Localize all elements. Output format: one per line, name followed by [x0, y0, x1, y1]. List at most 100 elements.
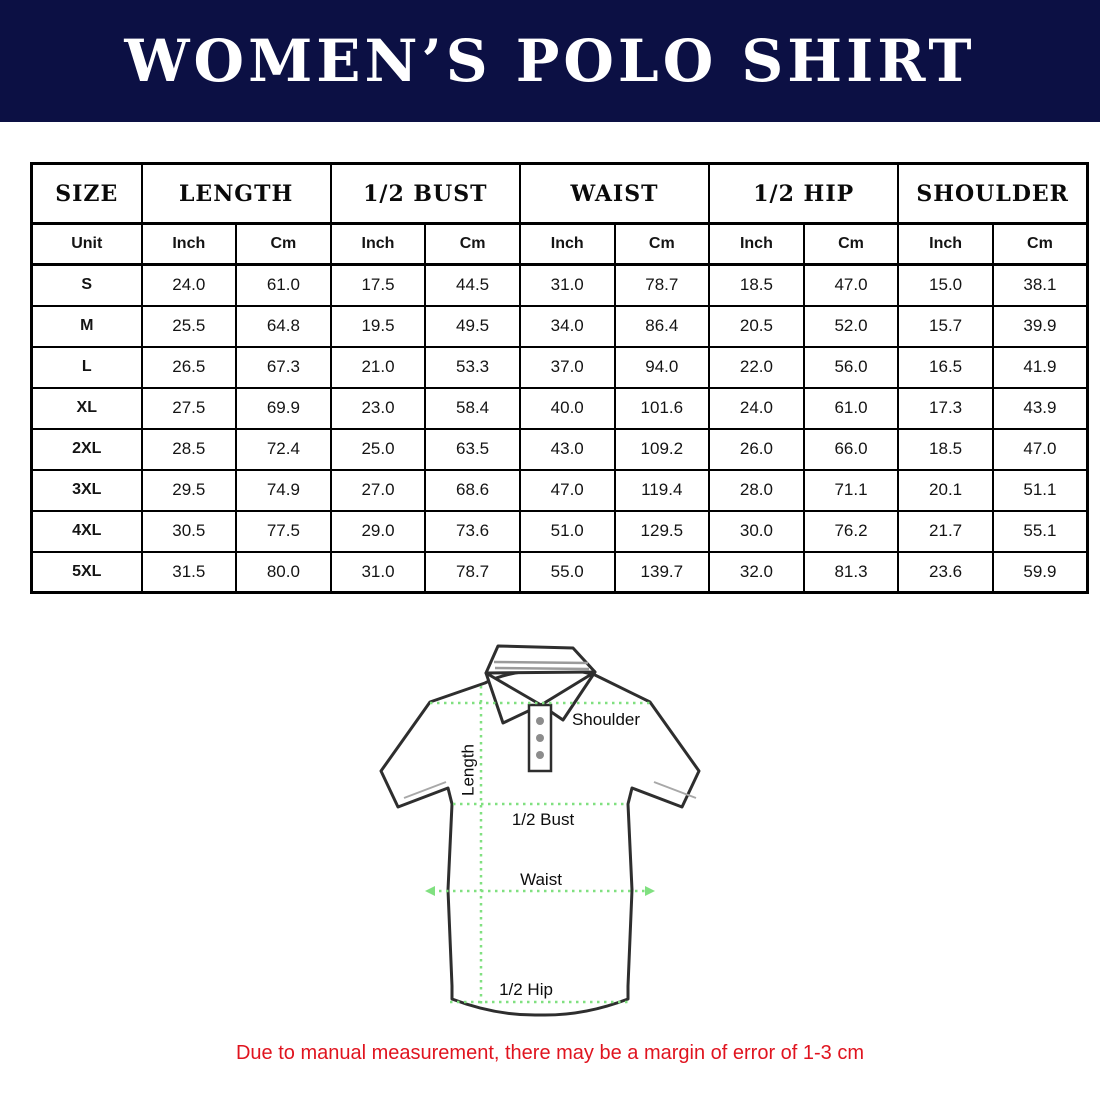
header-waist: WAIST: [518, 162, 711, 225]
header-half-hip: 1/2 HIP: [708, 162, 900, 225]
measurement-cell: 20.5: [708, 304, 805, 348]
measurement-cell: 49.5: [424, 304, 521, 348]
length-label: Length: [459, 744, 478, 796]
measurement-cell: 77.5: [235, 509, 332, 553]
table-row: XL 27.5 69.9 23.0 58.4 40.0 101.6 24.0 61.0 17.3 4…: [30, 386, 1089, 430]
half-hip-label: 1/2 Hip: [499, 980, 553, 999]
measurement-cell: 55.0: [518, 550, 616, 594]
measurement-cell: 17.3: [897, 386, 994, 430]
unit-label: Unit: [30, 222, 143, 266]
table-row: M 25.5 64.8 19.5 49.5 34.0 86.4 20.5 52.0 15.7 39.…: [30, 304, 1089, 348]
size-label: S: [30, 263, 143, 307]
header-length: LENGTH: [140, 162, 332, 225]
shoulder-label: Shoulder: [572, 710, 640, 729]
measurement-cell: 31.0: [329, 550, 427, 594]
measurement-cell: 23.0: [329, 386, 427, 430]
size-label: 4XL: [30, 509, 143, 553]
measurement-cell: 44.5: [424, 263, 521, 307]
measurement-cell: 58.4: [424, 386, 521, 430]
unit-inch: Inch: [708, 222, 805, 266]
measurement-cell: 86.4: [613, 304, 711, 348]
measurement-cell: 139.7: [613, 550, 711, 594]
measurement-cell: 19.5: [329, 304, 427, 348]
polo-shirt-diagram: Shoulder Length 1/2 Bust Waist 1/2 Hip: [379, 644, 701, 1017]
measurement-cell: 20.1: [897, 468, 994, 512]
measurement-cell: 76.2: [802, 509, 900, 553]
left-sleeve-stitch-line: [403, 781, 447, 799]
measurement-cell: 67.3: [235, 345, 332, 389]
collar-left-flap: [484, 671, 543, 725]
measurement-disclaimer: Due to manual measurement, there may be …: [235, 1042, 865, 1064]
waist-arrow-right: [645, 886, 655, 896]
measurement-cell: 25.0: [329, 427, 427, 471]
button-icon: [536, 734, 544, 742]
measurement-cell: 18.5: [708, 263, 805, 307]
table-row: L 26.5 67.3 21.0 53.3 37.0 94.0 22.0 56.0 16.5 41.…: [30, 345, 1089, 389]
unit-cm: Cm: [991, 222, 1089, 266]
measurement-cell: 51.0: [518, 509, 616, 553]
size-label: XL: [30, 386, 143, 430]
table-row: 5XL 31.5 80.0 31.0 78.7 55.0 139.7 32.0 81.3 23.6…: [30, 550, 1089, 594]
measurement-cell: 30.5: [140, 509, 238, 553]
measurement-cell: 47.0: [802, 263, 900, 307]
right-sleeve-stitch-line: [653, 781, 697, 799]
unit-inch: Inch: [518, 222, 616, 266]
size-label: 2XL: [30, 427, 143, 471]
measurement-cell: 73.6: [424, 509, 521, 553]
measurement-cell: 81.3: [802, 550, 900, 594]
size-table-body: S 24.0 61.0 17.5 44.5 31.0 78.7 18.5 47.0 15.0 38.…: [30, 263, 1089, 594]
measurement-cell: 109.2: [613, 427, 711, 471]
waist-label: Waist: [520, 870, 562, 889]
measurement-cell: 23.6: [897, 550, 994, 594]
measurement-cell: 53.3: [424, 345, 521, 389]
measurement-cell: 94.0: [613, 345, 711, 389]
measurement-cell: 31.0: [518, 263, 616, 307]
header-size: SIZE: [30, 162, 143, 225]
table-unit-row: Unit Inch Cm Inch Cm Inch Cm Inch Cm Inc…: [30, 222, 1089, 266]
measurement-cell: 17.5: [329, 263, 427, 307]
header-shoulder: SHOULDER: [897, 162, 1089, 225]
measurement-cell: 61.0: [235, 263, 332, 307]
measurement-cell: 43.0: [518, 427, 616, 471]
unit-cm: Cm: [235, 222, 332, 266]
measurement-cell: 72.4: [235, 427, 332, 471]
size-label: M: [30, 304, 143, 348]
measurement-cell: 30.0: [708, 509, 805, 553]
measurement-cell: 64.8: [235, 304, 332, 348]
measurement-cell: 55.1: [991, 509, 1089, 553]
table-row: 3XL 29.5 74.9 27.0 68.6 47.0 119.4 28.0 71.1 20.1…: [30, 468, 1089, 512]
measurement-cell: 22.0: [708, 345, 805, 389]
unit-cm: Cm: [802, 222, 900, 266]
measurement-cell: 24.0: [708, 386, 805, 430]
measurement-cell: 16.5: [897, 345, 994, 389]
measurement-cell: 51.1: [991, 468, 1089, 512]
measurement-cell: 71.1: [802, 468, 900, 512]
size-label: 3XL: [30, 468, 143, 512]
measurement-cell: 27.0: [329, 468, 427, 512]
button-icon: [536, 751, 544, 759]
measurement-cell: 32.0: [708, 550, 805, 594]
measurement-cell: 68.6: [424, 468, 521, 512]
measurement-cell: 38.1: [991, 263, 1089, 307]
measurement-cell: 25.5: [140, 304, 238, 348]
waist-arrow-left: [425, 886, 435, 896]
measurement-cell: 52.0: [802, 304, 900, 348]
size-label: L: [30, 345, 143, 389]
measurement-cell: 129.5: [613, 509, 711, 553]
measurement-cell: 28.5: [140, 427, 238, 471]
page-title: WOMEN’S POLO SHIRT: [124, 27, 976, 95]
measurement-cell: 24.0: [140, 263, 238, 307]
unit-cm: Cm: [424, 222, 521, 266]
collar-band-stitch: [493, 660, 590, 671]
measurement-cell: 29.0: [329, 509, 427, 553]
unit-inch: Inch: [140, 222, 238, 266]
measurement-cell: 31.5: [140, 550, 238, 594]
table-row: 4XL 30.5 77.5 29.0 73.6 51.0 129.5 30.0 76.2 21.7…: [30, 509, 1089, 553]
measurement-cell: 47.0: [991, 427, 1089, 471]
unit-inch: Inch: [329, 222, 427, 266]
measurement-cell: 59.9: [991, 550, 1089, 594]
measurement-cell: 34.0: [518, 304, 616, 348]
half-bust-label: 1/2 Bust: [512, 810, 575, 829]
measurement-cell: 61.0: [802, 386, 900, 430]
table-row: 2XL 28.5 72.4 25.0 63.5 43.0 109.2 26.0 66.0 18.5…: [30, 427, 1089, 471]
